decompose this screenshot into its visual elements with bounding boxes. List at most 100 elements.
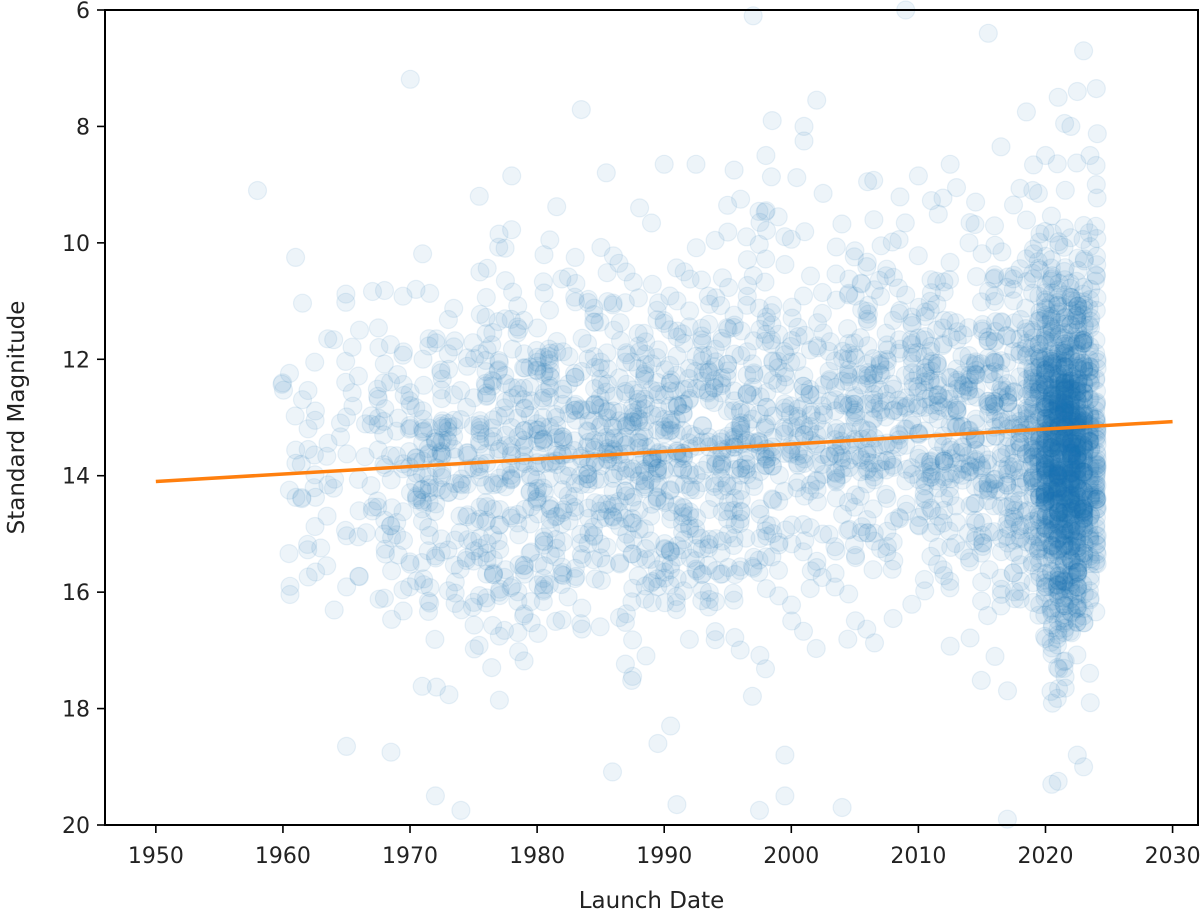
data-point [444, 337, 464, 357]
data-point [775, 227, 795, 247]
data-point [483, 525, 503, 545]
data-point [978, 281, 999, 301]
data-point [534, 432, 554, 453]
y-tick-label: 12 [62, 348, 90, 373]
data-point [540, 343, 560, 363]
data-point [483, 432, 503, 452]
data-point [476, 386, 497, 406]
data-point [457, 348, 477, 368]
data-point [495, 238, 515, 258]
data-point [431, 380, 451, 400]
data-point [585, 493, 605, 513]
data-point [991, 137, 1011, 157]
data-point [1080, 571, 1100, 591]
data-point [591, 369, 611, 389]
data-point [743, 266, 763, 286]
data-point [431, 442, 451, 462]
data-point [642, 354, 662, 374]
data-point [438, 309, 458, 330]
data-point [406, 448, 426, 468]
data-point [298, 419, 318, 439]
data-point [520, 357, 540, 377]
data-point [425, 428, 445, 448]
data-point [374, 455, 394, 475]
data-point [660, 716, 681, 736]
data-point [514, 310, 534, 330]
data-point [412, 479, 432, 500]
data-point [1079, 298, 1099, 318]
data-point [380, 335, 400, 355]
data-point [635, 344, 656, 364]
data-point [564, 396, 585, 416]
data-point [762, 489, 782, 509]
data-point [342, 383, 362, 403]
data-point [545, 507, 566, 527]
data-point [602, 416, 623, 436]
data-point [564, 363, 585, 384]
data-point [641, 470, 662, 490]
data-point [362, 501, 382, 521]
data-point [540, 417, 560, 437]
data-point [553, 430, 573, 450]
data-point [622, 462, 643, 482]
data-point [444, 426, 464, 446]
data-point [490, 585, 510, 606]
data-point [514, 651, 534, 671]
data-point [1079, 315, 1100, 335]
data-point [985, 265, 1005, 285]
data-point [527, 347, 548, 367]
data-point [400, 383, 420, 403]
data-point [502, 378, 522, 398]
data-point [705, 630, 725, 650]
data-point [463, 531, 483, 551]
data-point [603, 295, 623, 315]
data-point [553, 379, 573, 399]
data-point [635, 412, 655, 432]
data-point [795, 222, 815, 242]
data-point [393, 342, 414, 362]
data-point [412, 552, 432, 573]
data-point [807, 338, 828, 358]
data-point [502, 469, 522, 489]
data-point [547, 342, 567, 362]
data-point [565, 473, 585, 494]
data-point [401, 418, 421, 438]
data-point [546, 415, 567, 436]
data-point [584, 379, 605, 399]
data-point [597, 402, 617, 422]
data-point [418, 439, 438, 459]
data-point [724, 528, 744, 548]
data-point [476, 383, 496, 403]
data-point [641, 573, 661, 593]
data-point [477, 533, 497, 554]
data-point [793, 514, 813, 535]
data-point [571, 400, 591, 420]
data-point [482, 376, 502, 396]
data-point [553, 565, 573, 586]
data-point [285, 406, 305, 426]
data-point [680, 480, 701, 500]
data-point [857, 619, 877, 639]
data-point [629, 342, 650, 362]
data-point [615, 533, 636, 553]
data-point [393, 580, 413, 600]
data-point [420, 283, 440, 303]
data-point [757, 364, 777, 384]
data-point [445, 331, 465, 351]
data-point [609, 491, 629, 511]
data-point [305, 465, 325, 485]
data-point [623, 380, 643, 400]
data-point [386, 421, 406, 441]
data-point [496, 425, 516, 445]
data-point [596, 382, 616, 402]
data-point [1042, 482, 1062, 502]
data-point [483, 549, 503, 570]
data-point [470, 411, 490, 431]
data-point [598, 359, 618, 379]
data-point [806, 435, 826, 455]
data-point [648, 733, 668, 754]
data-point [336, 736, 357, 757]
data-point [597, 343, 617, 363]
data-point [488, 312, 508, 332]
data-point [623, 530, 643, 550]
